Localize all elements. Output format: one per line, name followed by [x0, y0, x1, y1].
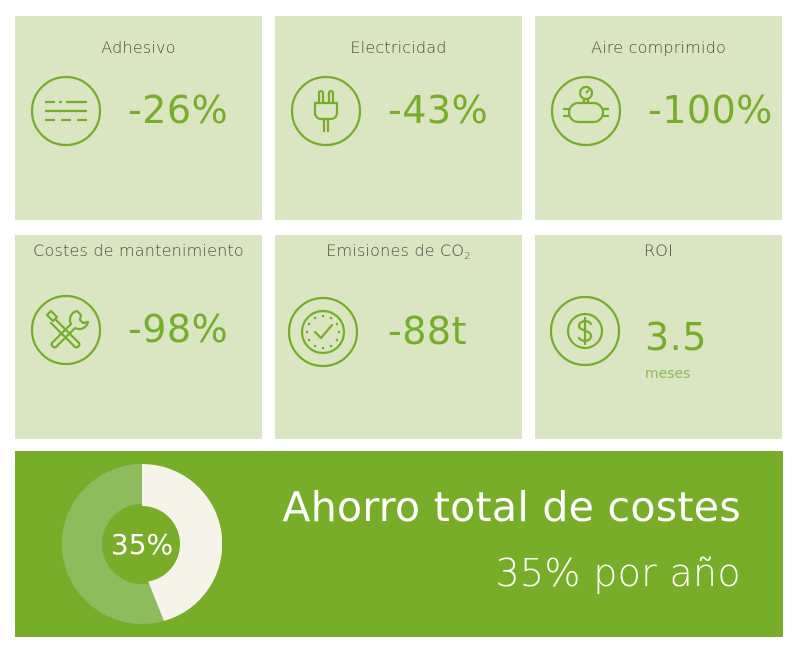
- metric-value: -100%: [648, 88, 773, 132]
- metric-value: -43%: [388, 88, 489, 132]
- card-title: Costes de mantenimiento: [33, 241, 244, 260]
- card-co2-emissions: Emisiones de CO2 -88t: [275, 235, 522, 439]
- title-subscript: 2: [464, 251, 471, 262]
- metric-value: -26%: [128, 88, 229, 132]
- card-title: Aire comprimido: [591, 38, 726, 57]
- card-adhesive: Adhesivo -26%: [15, 16, 262, 220]
- card-roi: ROI 3.5 meses: [535, 235, 782, 439]
- card-maintenance: Costes de mantenimiento -98%: [15, 235, 262, 439]
- card-title: Emisiones de CO2: [275, 241, 522, 262]
- card-title: Electricidad: [350, 38, 447, 57]
- dollar-coin-icon: [549, 295, 621, 367]
- card-compressed-air: Aire comprimido -100%: [535, 16, 782, 220]
- clock-check-icon: [287, 296, 359, 368]
- metric-unit: meses: [645, 366, 691, 382]
- title-text: Emisiones de CO: [326, 241, 465, 260]
- compressed-air-tank-icon: [550, 75, 622, 147]
- card-title: ROI: [643, 241, 674, 260]
- metric-value: 3.5: [645, 315, 707, 359]
- banner-title: Ahorro total de costes: [282, 483, 741, 531]
- banner-subtitle: 35% por año: [495, 551, 741, 595]
- metric-value: -88t: [388, 309, 467, 353]
- savings-donut-chart: [62, 464, 222, 624]
- metric-value: -98%: [128, 307, 229, 351]
- adhesive-lines-icon: [30, 75, 102, 147]
- card-title: Adhesivo: [101, 38, 176, 57]
- tools-icon: [30, 294, 102, 366]
- card-electricity: Electricidad -43%: [275, 16, 522, 220]
- plug-icon: [290, 75, 362, 147]
- total-savings-banner: 35% Ahorro total de costes 35% por año: [15, 451, 783, 637]
- donut-center-label: 35%: [110, 527, 174, 561]
